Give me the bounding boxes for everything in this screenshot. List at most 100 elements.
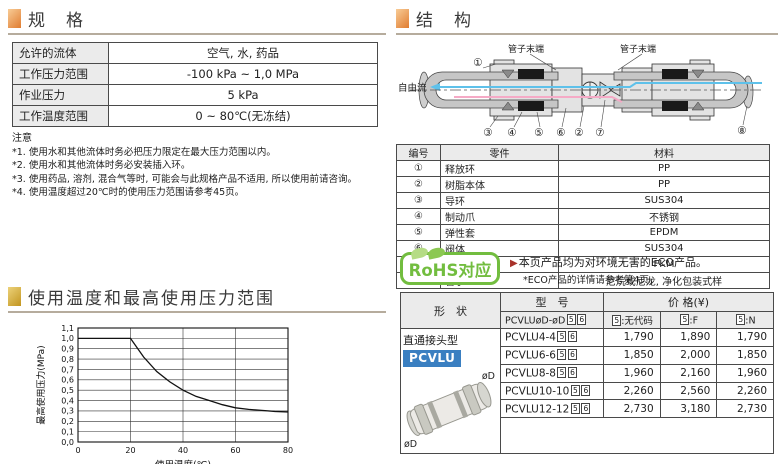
table-filler-row <box>401 417 775 454</box>
table-row: PCVLU12-12 5 6 2,730 3,180 2,730 <box>401 399 774 419</box>
svg-text:使用温度(℃): 使用温度(℃) <box>155 459 211 464</box>
col-header-price: 价 格(¥) <box>603 292 774 312</box>
price-section: RoHS对应 ▶本页产品均为对环境无害的ECO产品。 *ECO产品的详情请参考第… <box>400 246 778 454</box>
flow-arrow-icon <box>430 83 440 91</box>
svg-text:最高使用压力(MPa): 最高使用压力(MPa) <box>35 345 47 424</box>
callout-3: ③ <box>483 127 492 138</box>
price-cell: 1,790 <box>716 328 774 347</box>
part-name: 导环 <box>440 192 559 209</box>
shape-type-label: 直通接头型 <box>403 334 458 347</box>
table-row: PCVLU8-8 5 6 1,960 2,160 1,960 <box>401 363 774 383</box>
part-no: ① <box>396 160 441 177</box>
price-cell: 2,560 <box>659 381 718 401</box>
structure-diagram: 管子末端 管子末端 自由流 ① ③ ④ ⑤ ⑥ ② ⑦ ⑧ <box>396 42 778 142</box>
part-material: 尼烷或尼龙, 净化包装式样 <box>558 272 770 289</box>
callouts: ① ③ ④ ⑤ ⑥ ② ⑦ ⑧ <box>473 57 746 139</box>
price-cell: 2,260 <box>603 381 661 401</box>
price-cell: 1,960 <box>603 363 661 383</box>
table-row: 工作温度范围 0 ~ 80℃(无冻结) <box>12 105 378 127</box>
part-name: 制动爪 <box>440 208 559 225</box>
option-box-5: 5 <box>736 313 746 325</box>
callout-1: ① <box>473 57 482 69</box>
diameter-label-top: øD <box>481 371 495 382</box>
svg-text:0,3: 0,3 <box>61 407 74 416</box>
flow-line-blue <box>440 82 762 88</box>
part-name: 弹性套 <box>440 224 559 241</box>
table-row: ④ 制动爪 不锈钢 <box>396 208 770 225</box>
price-cell: 3,180 <box>659 399 718 419</box>
price-cell: 2,730 <box>716 399 774 419</box>
part-no: ③ <box>396 192 441 209</box>
callout-7: ⑦ <box>595 127 604 138</box>
price-cell: 1,850 <box>603 345 661 365</box>
svg-text:0,0: 0,0 <box>61 438 74 447</box>
price-col-nocode: 5:无代码 <box>603 311 661 329</box>
price-cell: 1,850 <box>716 345 774 365</box>
price-cell: 2,000 <box>659 345 718 365</box>
part-material: EPDM <box>558 224 770 241</box>
structure-section: 结 构 <box>396 6 778 289</box>
price-cell: 1,960 <box>716 363 774 383</box>
line-chart: 0,0 0,10,20,3 0,40,50,6 0,70,80,9 1,01,1 0 20 4… <box>35 324 293 464</box>
fitting-photo-drawing <box>406 382 492 436</box>
structure-section-title: 结 构 <box>396 6 778 35</box>
part-no: ⑤ <box>396 224 441 241</box>
callout-leaders <box>482 63 748 128</box>
price-table: 形 状 型 号 价 格(¥) PCVLUøD-øD 5 6 5:无代码 5:F 5:… <box>400 292 775 454</box>
chart-section-title: 使用温度和最高使用压力范围 <box>8 284 386 313</box>
rohs-row: RoHS对应 ▶本页产品均为对环境无害的ECO产品。 *ECO产品的详情请参考第… <box>400 246 778 286</box>
price-cell: 2,730 <box>603 399 661 419</box>
model-cell: PCVLU8-8 5 6 <box>499 363 605 383</box>
svg-text:20: 20 <box>125 446 135 455</box>
svg-text:0,5: 0,5 <box>61 386 74 395</box>
spec-table: 允许的流体 空气, 水, 药品 工作压力范围 -100 kPa ~ 1,0 MP… <box>12 42 378 127</box>
part-material: PP <box>558 176 770 193</box>
diameter-label-bottom: øD <box>404 439 418 450</box>
svg-text:0,4: 0,4 <box>61 396 74 405</box>
seal-parts <box>501 69 705 111</box>
price-col-n: 5:N <box>716 311 774 329</box>
option-box-6: 6 <box>577 313 587 325</box>
table-row: ② 树脂本体 PP <box>396 176 770 193</box>
option-box-5: 5 <box>566 313 576 325</box>
rohs-badge-text: RoHS对应 <box>408 260 492 280</box>
product-photo <box>401 371 498 450</box>
shape-cell: 直通接头型 PCVLU øD <box>400 328 501 454</box>
price-cell: 2,160 <box>659 363 718 383</box>
table-row: PCVLU10-10 5 6 2,260 2,560 2,260 <box>401 381 774 401</box>
callout-2: ② <box>574 127 583 138</box>
col-header-part: 零件 <box>440 144 559 161</box>
option-box-5: 5 <box>612 314 622 326</box>
eco-note-line2: *ECO产品的详情请参考第4页。 <box>523 275 659 286</box>
eco-note: ▶本页产品均为对环境无害的ECO产品。 *ECO产品的详情请参考第4页。 <box>510 252 707 286</box>
svg-text:0,8: 0,8 <box>61 355 74 364</box>
spec-title-text: 规 格 <box>28 11 85 31</box>
model-cell: PCVLU10-10 5 6 <box>499 381 605 401</box>
price-cell: 2,260 <box>716 381 774 401</box>
filler-cell <box>499 417 775 454</box>
fitting-cross-section-diagram: 管子末端 管子末端 自由流 ① ③ ④ ⑤ ⑥ ② ⑦ ⑧ <box>398 43 764 139</box>
col-header-number: 编号 <box>396 144 441 161</box>
svg-text:0,6: 0,6 <box>61 376 74 385</box>
callout-8: ⑧ <box>737 125 746 137</box>
part-name: 树脂本体 <box>440 176 559 193</box>
table-row: 作业压力 5 kPa <box>12 84 378 106</box>
part-material: SUS304 <box>558 192 770 209</box>
price-cell: 1,890 <box>659 328 718 347</box>
svg-text:1,0: 1,0 <box>61 334 74 343</box>
rohs-badge: RoHS对应 <box>400 246 500 285</box>
spec-label: 作业压力 <box>12 84 109 106</box>
part-name: 释放环 <box>440 160 559 177</box>
table-row: ③ 导环 SUS304 <box>396 192 770 209</box>
spec-value: 5 kPa <box>108 84 378 106</box>
svg-text:0,1: 0,1 <box>61 427 74 436</box>
note-line: *2. 使用水和其他流体时务必安装插入环。 <box>12 160 191 171</box>
svg-text:0,7: 0,7 <box>61 365 74 374</box>
spec-section-title: 规 格 <box>8 6 386 35</box>
svg-text:40: 40 <box>178 446 188 455</box>
notes-title: 注意 <box>12 133 32 144</box>
price-cell: 1,790 <box>603 328 661 347</box>
svg-text:0,2: 0,2 <box>61 417 74 426</box>
section-marker-icon <box>8 287 21 306</box>
